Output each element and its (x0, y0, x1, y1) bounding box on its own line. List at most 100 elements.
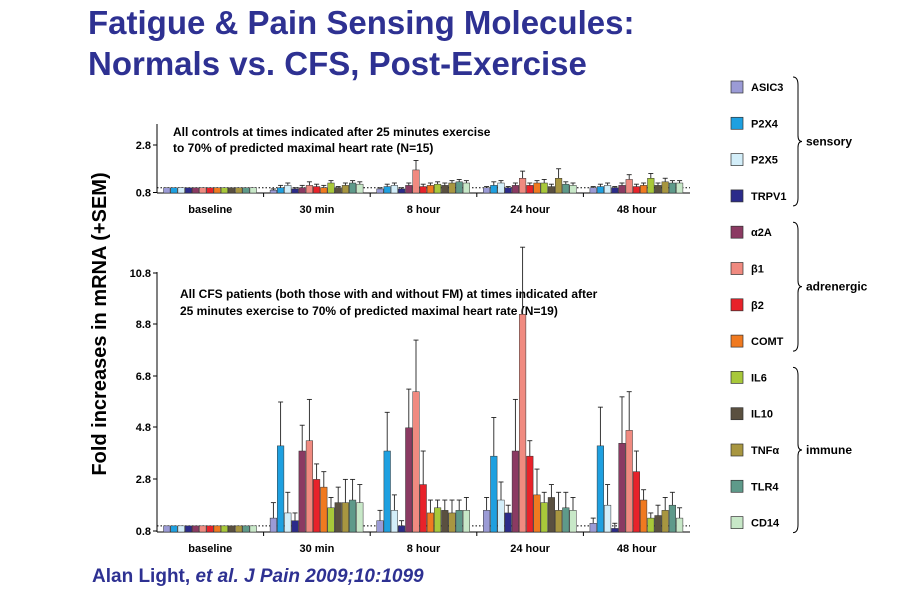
legend-swatch (730, 443, 744, 457)
bar-p2x5 (284, 512, 292, 533)
bar-p2x4 (490, 185, 498, 194)
legend-label: IL6 (751, 372, 767, 384)
y-tick-label: 0.8 (136, 526, 151, 538)
bar-trpv1 (184, 525, 192, 533)
bar-il6 (327, 507, 335, 533)
bar-cd14 (569, 185, 577, 194)
y-tick-label: 8.8 (136, 319, 151, 331)
legend-label: ASIC3 (751, 82, 783, 94)
legend-label: TNFα (751, 445, 779, 457)
bar-il6 (540, 502, 548, 533)
bar-α2a (511, 450, 519, 533)
bar-comt (320, 486, 328, 533)
bar-p2x4 (383, 186, 391, 194)
bar-il10 (334, 187, 342, 194)
bar-tlr4 (242, 525, 250, 533)
bar-β2 (313, 479, 321, 533)
legend-swatch (730, 225, 744, 239)
bar-α2a (618, 185, 626, 194)
bar-comt (640, 185, 648, 194)
bar-α2a (298, 187, 306, 194)
x-tick-label: 8 hour (407, 204, 441, 216)
bar-asic3 (483, 187, 491, 194)
legend-label: COMT (751, 336, 784, 348)
x-tick-label: 24 hour (510, 204, 550, 216)
bar-il6 (327, 182, 335, 194)
bar-p2x4 (170, 525, 178, 533)
bar-tnfα (341, 185, 349, 194)
bar-tnfα (235, 525, 243, 533)
citation-author: Alan Light, (92, 566, 196, 587)
legend-label: β2 (751, 300, 764, 312)
legend-label: P2X5 (751, 155, 778, 167)
bar-β1 (199, 187, 207, 194)
bar-il10 (441, 185, 449, 194)
bar-β2 (206, 525, 214, 533)
bar-β1 (412, 391, 420, 533)
legend-swatch (730, 153, 744, 166)
bar-β1 (199, 525, 207, 533)
panel-annotation-line: to 70% of predicted maximal heart rate (… (173, 141, 433, 155)
bar-tnfα (555, 510, 563, 533)
bar-β1 (625, 179, 633, 194)
bar-β2 (632, 471, 640, 533)
bar-β1 (305, 440, 313, 533)
bar-p2x5 (390, 185, 398, 194)
bar-p2x4 (277, 187, 285, 194)
bar-β2 (313, 186, 321, 194)
bar-cd14 (462, 182, 470, 194)
legend: ASIC3 P2X4 P2X5 TRPV1 α2A β1 β2 COMT IL6 IL10 TNFα… (730, 76, 868, 534)
bar-p2x4 (277, 445, 285, 533)
x-tick-label: 30 min (299, 204, 334, 216)
bar-il10 (228, 187, 236, 194)
bar-asic3 (269, 189, 277, 194)
y-tick-label: 2.8 (136, 140, 151, 152)
bar-β1 (625, 430, 633, 533)
group-label: immune (806, 443, 852, 457)
bar-cd14 (249, 525, 257, 533)
slide-title: Fatigue & Pain Sensing Molecules: Normal… (88, 2, 634, 84)
bar-tnfα (555, 178, 563, 194)
x-tick-label: baseline (188, 204, 232, 216)
bar-tlr4 (562, 507, 570, 533)
bar-il6 (220, 187, 228, 194)
bar-α2a (405, 185, 413, 194)
bar-trpv1 (504, 512, 512, 533)
bar-trpv1 (398, 188, 406, 194)
bar-trpv1 (184, 187, 192, 194)
y-tick-label: 4.8 (136, 422, 151, 434)
y-tick-label: 0.8 (136, 188, 151, 200)
legend-swatch (730, 189, 744, 203)
bar-comt (533, 494, 541, 533)
bar-asic3 (483, 510, 491, 533)
y-tick-label: 10.8 (130, 268, 151, 280)
bar-p2x5 (177, 187, 185, 194)
y-axis-label: Fold increases in mRNA (+SEM) (89, 172, 111, 475)
bar-p2x5 (604, 504, 612, 533)
bar-comt (213, 187, 221, 194)
bar-asic3 (376, 188, 384, 194)
bar-p2x5 (604, 185, 612, 194)
bar-tlr4 (455, 181, 463, 194)
bar-α2a (298, 450, 306, 533)
bar-il10 (441, 510, 449, 533)
group-brace (792, 366, 803, 534)
x-tick-label: 8 hour (407, 543, 441, 555)
legend-swatch (730, 407, 744, 421)
bar-cd14 (356, 502, 364, 533)
legend-label: TRPV1 (751, 191, 786, 203)
bar-cd14 (676, 517, 684, 533)
bar-cd14 (249, 187, 257, 194)
bar-tnfα (448, 182, 456, 194)
bar-β2 (419, 186, 427, 194)
bar-β2 (632, 186, 640, 194)
bar-p2x4 (596, 445, 604, 533)
legend-label: α2A (751, 227, 772, 239)
bar-α2a (405, 427, 413, 533)
x-tick-label: 24 hour (510, 543, 550, 555)
bar-cd14 (676, 182, 684, 194)
citation-reference: et al. J Pain 2009;10:1099 (195, 566, 424, 587)
bar-p2x4 (170, 187, 178, 194)
bar-p2x5 (284, 185, 292, 194)
bar-p2x5 (390, 510, 398, 533)
